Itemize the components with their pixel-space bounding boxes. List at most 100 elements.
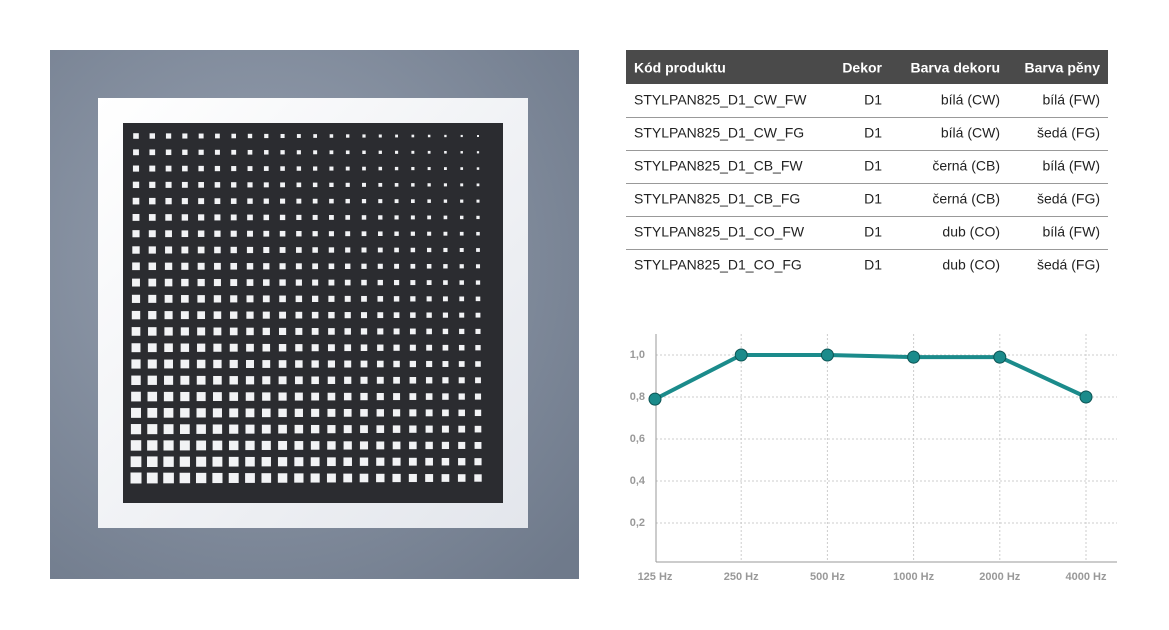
table-header-bg [626, 50, 1108, 84]
hole [229, 327, 238, 336]
hole [246, 311, 254, 319]
hole [376, 457, 385, 466]
hole [229, 343, 238, 352]
x-tick-label: 4000 Hz [1066, 571, 1107, 583]
data-point [993, 350, 1007, 364]
hole [426, 328, 432, 335]
hole [344, 344, 352, 352]
hole [361, 295, 367, 302]
hole [441, 474, 450, 482]
hole [393, 360, 400, 368]
hole [214, 182, 221, 188]
hole [327, 344, 335, 352]
hole [163, 424, 174, 435]
hole [377, 312, 384, 319]
hole [279, 279, 286, 286]
hole [409, 377, 417, 384]
hole [213, 279, 221, 287]
hole [148, 246, 156, 254]
hole [212, 456, 223, 467]
hole [163, 456, 174, 467]
hole [149, 165, 156, 172]
hole [246, 263, 254, 270]
hole [359, 441, 369, 450]
hole [443, 215, 448, 220]
hole [310, 441, 320, 450]
hole [459, 231, 464, 236]
hole [196, 359, 206, 369]
hole [474, 425, 482, 433]
hole [131, 327, 141, 336]
hole [329, 198, 334, 204]
hole [278, 360, 287, 368]
hole [214, 198, 221, 205]
hole [280, 150, 285, 155]
hole [182, 133, 188, 139]
hole [132, 181, 140, 189]
hole [376, 441, 385, 450]
x-tick-label: 250 Hz [724, 571, 759, 583]
hole [361, 263, 367, 269]
product-table: Kód produktu Dekor Barva dekoru Barva pěny S… [626, 60, 1108, 273]
hole [147, 391, 158, 402]
hole [229, 392, 239, 401]
hole [312, 247, 318, 253]
hole [246, 295, 254, 303]
hole [476, 151, 480, 154]
hole [377, 344, 384, 351]
hole [280, 133, 285, 139]
hole [425, 377, 433, 384]
hole [459, 264, 464, 269]
hole [246, 327, 254, 336]
hole [179, 440, 190, 451]
hole [378, 150, 382, 154]
hole [197, 311, 206, 320]
header-cell: Barva pěny [1025, 60, 1101, 76]
hole [311, 360, 319, 368]
hole [212, 440, 223, 451]
header-cell: Kód produktu [634, 60, 726, 76]
hole [444, 150, 447, 154]
hole [313, 134, 317, 138]
table-cell: bílá (CW) [941, 92, 1000, 108]
hole [395, 150, 399, 154]
hole [279, 247, 286, 253]
hole [442, 361, 449, 367]
hole [427, 199, 431, 203]
hole [182, 149, 188, 155]
hole [378, 182, 383, 187]
hole [474, 409, 482, 417]
hole [246, 279, 254, 286]
hole [278, 376, 287, 385]
hole [377, 296, 384, 302]
hole [131, 391, 141, 402]
hole [344, 295, 351, 302]
hole [131, 294, 141, 303]
hole [215, 133, 220, 139]
hole [311, 344, 319, 352]
hole [264, 150, 269, 155]
hole [295, 295, 303, 303]
hole [329, 150, 334, 155]
hole [327, 392, 336, 401]
hole [425, 474, 434, 482]
hole [213, 359, 222, 369]
hole [360, 425, 368, 434]
hole [360, 312, 368, 319]
hole [278, 392, 287, 401]
hole [148, 294, 157, 303]
hole [195, 472, 207, 484]
hole [228, 456, 239, 467]
hole [196, 375, 206, 385]
hole [181, 262, 189, 270]
hole [377, 263, 383, 269]
hole [392, 409, 401, 417]
hole [475, 296, 481, 302]
hole [147, 343, 157, 353]
hole [180, 343, 190, 352]
hole [392, 457, 401, 466]
hole [362, 134, 366, 138]
hole [360, 344, 368, 351]
hole [343, 473, 353, 483]
hole [180, 391, 190, 402]
